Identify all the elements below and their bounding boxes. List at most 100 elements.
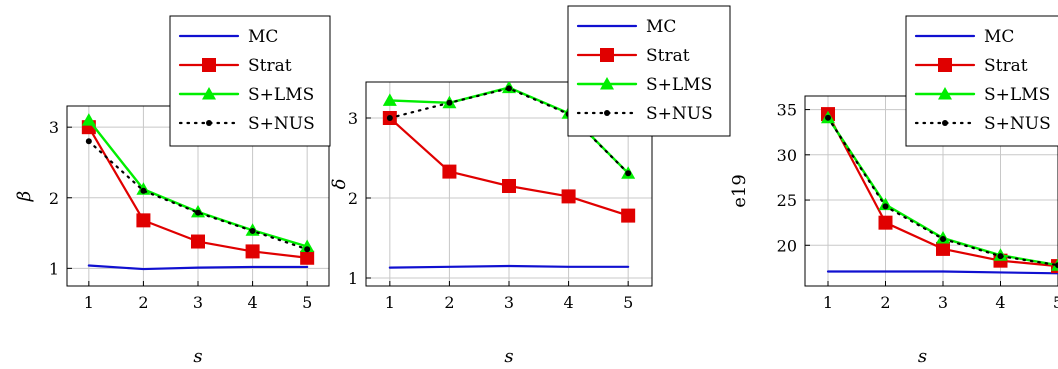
legend-label: MC — [646, 17, 676, 37]
marker-strat-5 — [621, 208, 636, 223]
marker-s-nus-4 — [997, 253, 1004, 260]
marker-strat-2 — [442, 164, 457, 179]
plot-area — [81, 113, 315, 271]
legend-label: S+LMS — [646, 75, 712, 95]
x-tick-label: 1 — [823, 293, 833, 312]
x-tick-label: 1 — [385, 293, 395, 312]
legend-item-strat: Strat — [576, 46, 690, 66]
legend-label: S+LMS — [984, 85, 1050, 105]
marker-s-nus-2 — [140, 187, 147, 194]
x-tick-label: 2 — [138, 293, 148, 312]
marker-s-lms-1 — [382, 93, 397, 106]
legend-label: MC — [248, 27, 278, 47]
legend-box — [905, 15, 1058, 147]
legend-item-mc: MC — [576, 17, 676, 37]
marker-strat-4 — [245, 244, 260, 259]
plot-area — [821, 107, 1058, 275]
marker-strat-legend-1 — [600, 48, 614, 62]
series-mc — [826, 270, 1058, 275]
x-tick-label: 5 — [623, 293, 633, 312]
legend-item-strat: Strat — [914, 56, 1028, 76]
legend: MC Strat S+LMS S+NUS — [567, 5, 731, 137]
series-s-nus — [386, 85, 632, 177]
marker-strat-2 — [136, 213, 151, 228]
y-tick-label: 2 — [348, 189, 358, 208]
marker-s-nus-legend-1 — [942, 120, 948, 126]
marker-strat-5 — [300, 250, 315, 265]
legend-label: S+LMS — [248, 85, 314, 105]
series-strat — [382, 111, 636, 223]
marker-s-nus-5 — [1055, 262, 1058, 269]
marker-s-lms-5 — [300, 239, 315, 252]
marker-s-lms-legend-1 — [600, 77, 614, 90]
marker-s-nus-3 — [940, 235, 946, 242]
marker-s-nus-2 — [882, 203, 889, 210]
marker-strat-4 — [561, 189, 576, 204]
series-line-mc — [388, 264, 630, 269]
y-axis-label: e19 — [729, 174, 750, 208]
x-tick-label: 2 — [880, 293, 890, 312]
legend-item-s-lms: S+LMS — [914, 85, 1050, 105]
y-tick-label: 3 — [348, 109, 358, 128]
marker-s-lms-1 — [81, 113, 96, 126]
legend-item-strat: Strat — [178, 56, 292, 76]
marker-s-nus-1 — [825, 114, 831, 121]
x-tick-label: 3 — [504, 293, 514, 312]
y-tick-label: 20 — [777, 236, 797, 255]
marker-s-lms-legend-1 — [202, 87, 216, 100]
legend: MC Strat S+LMS S+NUS — [169, 15, 331, 147]
legend-label: S+NUS — [646, 104, 713, 124]
y-axis-label: δ — [329, 179, 350, 190]
y-tick-label: 35 — [777, 101, 797, 120]
x-tick-label: 5 — [302, 293, 312, 312]
legend-label: Strat — [646, 46, 690, 66]
x-tick-label: 4 — [247, 293, 257, 312]
legend-label: MC — [984, 27, 1014, 47]
legend-item-s-nus: S+NUS — [178, 114, 315, 134]
legend-label: S+NUS — [984, 114, 1051, 134]
marker-strat-legend-1 — [202, 58, 216, 72]
legend-box — [567, 5, 731, 137]
x-tick-label: 1 — [84, 293, 94, 312]
marker-s-nus-2 — [446, 99, 453, 106]
marker-s-nus-1 — [85, 138, 92, 145]
marker-s-nus-legend-1 — [604, 110, 610, 116]
marker-strat-2 — [878, 215, 893, 230]
y-tick-label: 25 — [777, 191, 797, 210]
y-tick-label: 1 — [348, 269, 358, 288]
series-s-nus — [85, 138, 311, 253]
marker-strat-legend-1 — [938, 58, 952, 72]
y-tick-label: 3 — [49, 118, 59, 137]
legend-label: Strat — [984, 56, 1028, 76]
y-tick-label: 1 — [49, 259, 59, 278]
series-mc — [87, 264, 309, 271]
legend-item-s-lms: S+LMS — [576, 75, 712, 95]
legend-label: S+NUS — [248, 114, 315, 134]
legend-item-s-nus: S+NUS — [576, 104, 713, 124]
marker-s-nus-3 — [506, 85, 512, 92]
x-tick-label: 5 — [1053, 293, 1058, 312]
legend-item-s-nus: S+NUS — [914, 114, 1051, 134]
x-axis-label: s — [918, 346, 927, 367]
series-mc — [388, 264, 630, 269]
legend-item-mc: MC — [178, 27, 278, 47]
marker-s-nus-5 — [304, 246, 311, 253]
marker-s-lms-legend-1 — [938, 87, 952, 100]
marker-s-nus-1 — [386, 115, 393, 121]
marker-s-nus-5 — [625, 170, 632, 177]
x-axis-label: s — [504, 346, 513, 367]
series-line-s-nus — [87, 140, 309, 251]
marker-strat-3 — [191, 234, 205, 249]
y-axis-label: β — [14, 191, 35, 202]
delta-chart: 1 2 3 4 5 1 2 3 s δ MC Strat S+LMS S+NUS — [329, 5, 731, 367]
marker-s-nus-3 — [195, 209, 201, 216]
marker-strat-3 — [936, 241, 950, 256]
x-tick-label: 2 — [444, 293, 454, 312]
x-tick-label: 3 — [938, 293, 948, 312]
legend: MC Strat S+LMS S+NUS — [905, 15, 1058, 147]
e19-chart: 1 2 3 4 5 20 25 30 35 s e19 MC Strat S+LMS S+NUS — [729, 15, 1058, 367]
legend-item-s-lms: S+LMS — [178, 85, 314, 105]
marker-strat-3 — [502, 179, 516, 193]
y-tick-label: 2 — [49, 189, 59, 208]
